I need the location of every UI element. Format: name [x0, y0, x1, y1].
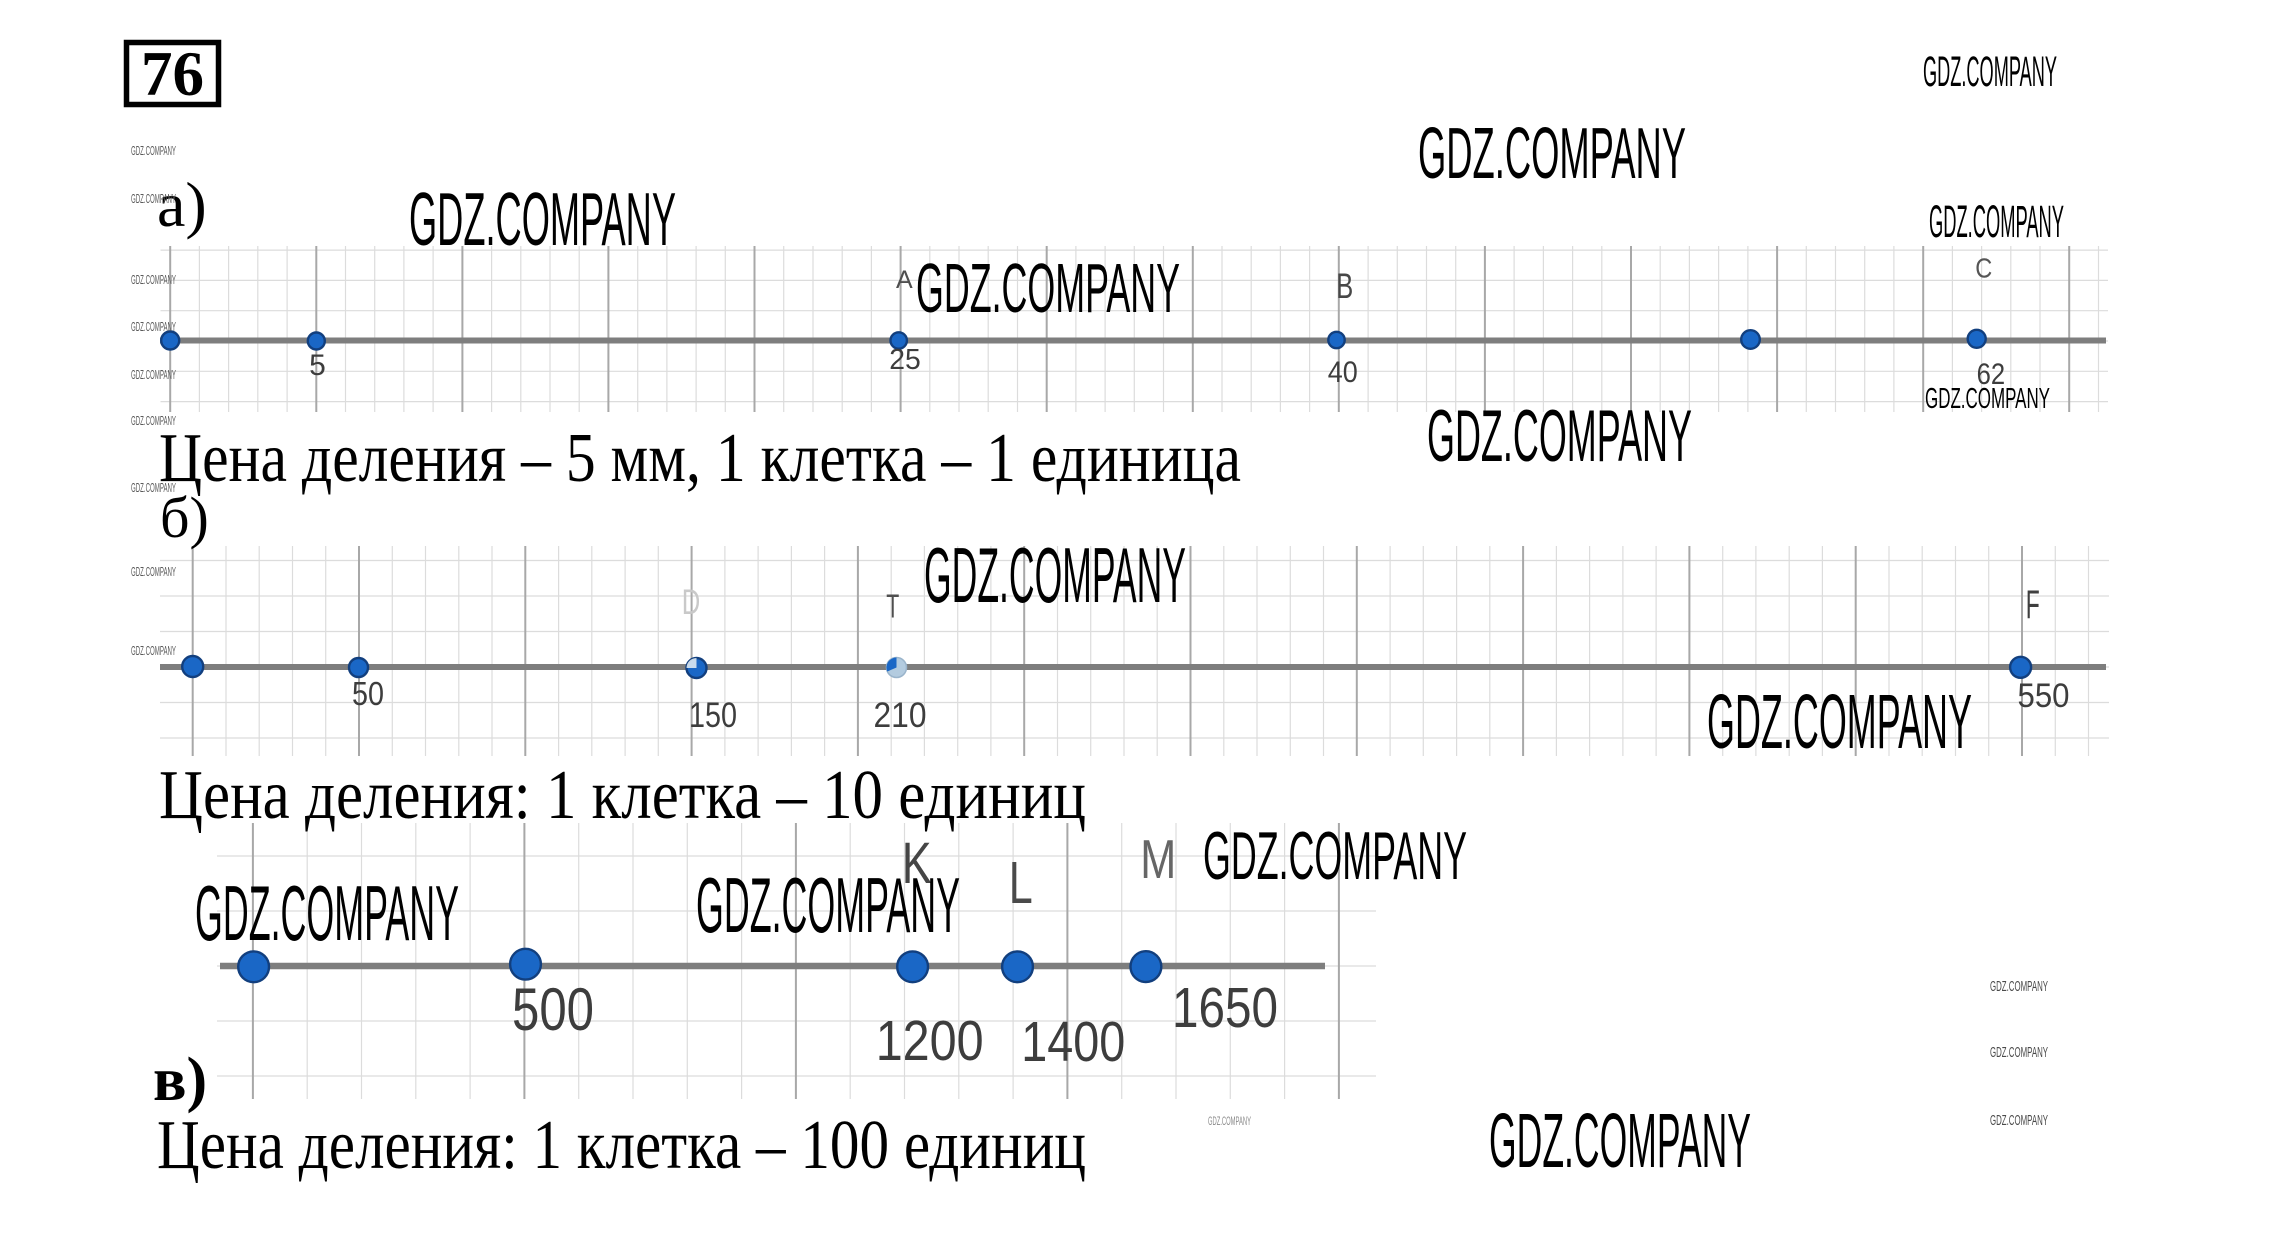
svg-text:GDZ.COMPANY: GDZ.COMPANY	[1489, 1098, 1751, 1184]
svg-text:25: 25	[889, 344, 921, 376]
svg-text:GDZ.COMPANY: GDZ.COMPANY	[1923, 48, 2057, 96]
svg-text:GDZ.COMPANY: GDZ.COMPANY	[409, 177, 676, 261]
svg-text:б): б)	[160, 485, 209, 550]
svg-text:K: K	[902, 831, 932, 896]
svg-text:F: F	[2026, 583, 2040, 627]
svg-text:GDZ.COMPANY: GDZ.COMPANY	[131, 367, 176, 382]
svg-text:GDZ.COMPANY: GDZ.COMPANY	[131, 272, 176, 287]
svg-text:62: 62	[1977, 358, 2006, 391]
svg-text:GDZ.COMPANY: GDZ.COMPANY	[1990, 1112, 2048, 1129]
svg-text:40: 40	[1328, 356, 1358, 389]
svg-text:Цена деления: 1 клетка – 10 ед: Цена деления: 1 клетка – 10 единиц	[159, 757, 1086, 834]
svg-text:GDZ.COMPANY: GDZ.COMPANY	[1427, 396, 1692, 477]
svg-text:GDZ.COMPANY: GDZ.COMPANY	[1418, 114, 1686, 194]
svg-text:GDZ.COMPANY: GDZ.COMPANY	[916, 249, 1180, 327]
svg-text:GDZ.COMPANY: GDZ.COMPANY	[131, 480, 176, 495]
svg-text:B: B	[1336, 267, 1353, 306]
svg-text:GDZ.COMPANY: GDZ.COMPANY	[924, 531, 1186, 619]
svg-text:M: M	[1140, 828, 1176, 890]
svg-text:1200: 1200	[876, 1009, 984, 1073]
svg-text:GDZ.COMPANY: GDZ.COMPANY	[195, 869, 459, 957]
svg-text:Цена деления – 5 мм, 1 клетка: Цена деления – 5 мм, 1 клетка – 1 единиц…	[159, 420, 1241, 497]
svg-text:GDZ.COMPANY: GDZ.COMPANY	[131, 643, 176, 658]
svg-text:GDZ.COMPANY: GDZ.COMPANY	[1990, 978, 2048, 995]
svg-text:GDZ.COMPANY: GDZ.COMPANY	[1929, 196, 2064, 247]
svg-text:5: 5	[309, 349, 326, 382]
svg-text:1650: 1650	[1172, 976, 1278, 1040]
svg-text:50: 50	[352, 675, 384, 712]
svg-text:150: 150	[689, 696, 737, 735]
svg-text:L: L	[1009, 850, 1033, 916]
svg-text:GDZ.COMPANY: GDZ.COMPANY	[1990, 1044, 2048, 1061]
svg-text:D: D	[682, 583, 701, 622]
svg-text:GDZ.COMPANY: GDZ.COMPANY	[131, 564, 176, 579]
svg-text:GDZ.COMPANY: GDZ.COMPANY	[131, 413, 176, 428]
svg-text:GDZ.COMPANY: GDZ.COMPANY	[131, 143, 176, 158]
svg-text:T: T	[886, 588, 899, 625]
svg-text:GDZ.COMPANY: GDZ.COMPANY	[696, 861, 960, 949]
svg-text:76: 76	[141, 39, 204, 109]
svg-text:GDZ.COMPANY: GDZ.COMPANY	[1925, 383, 2050, 415]
svg-text:550: 550	[2018, 677, 2070, 715]
svg-text:1400: 1400	[1021, 1010, 1125, 1074]
svg-text:210: 210	[874, 696, 927, 735]
svg-text:GDZ.COMPANY: GDZ.COMPANY	[131, 319, 176, 334]
svg-text:C: C	[1975, 253, 1992, 284]
svg-text:GDZ.COMPANY: GDZ.COMPANY	[131, 191, 176, 206]
svg-text:GDZ.COMPANY: GDZ.COMPANY	[1203, 818, 1467, 894]
svg-text:а): а)	[157, 169, 207, 240]
svg-text:A: A	[896, 266, 913, 294]
svg-text:в): в)	[153, 1046, 207, 1114]
svg-text:500: 500	[512, 976, 594, 1043]
svg-text:Цена деления: 1 клетка – 100 е: Цена деления: 1 клетка – 100 единиц	[157, 1107, 1086, 1184]
svg-text:GDZ.COMPANY: GDZ.COMPANY	[1707, 679, 1972, 765]
svg-text:GDZ.COMPANY: GDZ.COMPANY	[1208, 1114, 1251, 1128]
